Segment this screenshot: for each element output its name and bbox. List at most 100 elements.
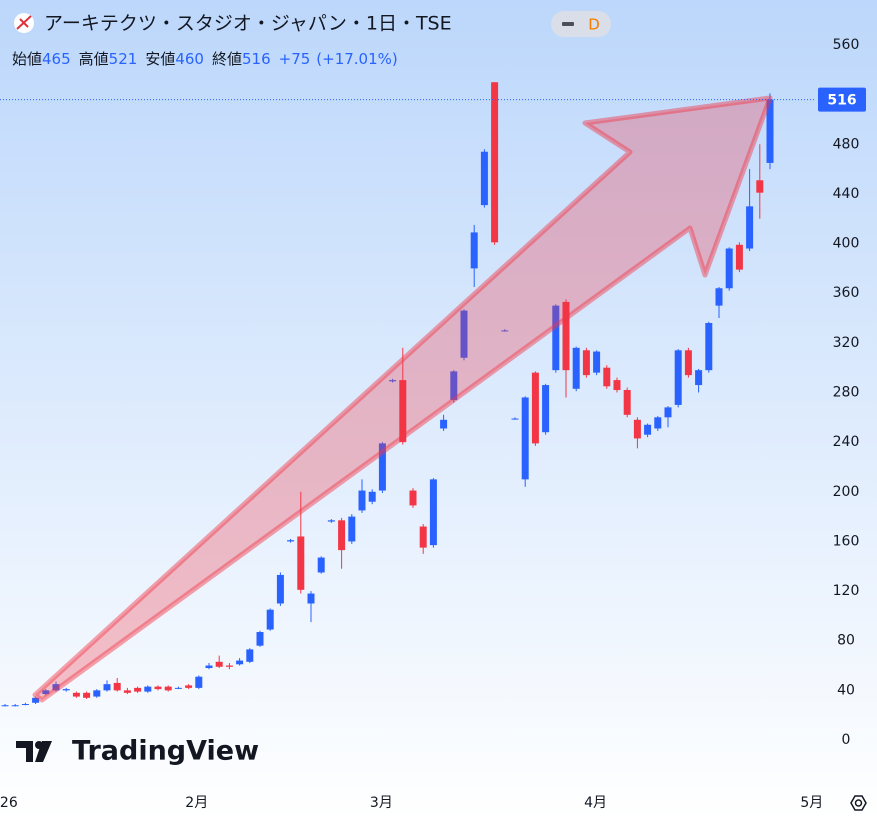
y-tick-label: 400	[833, 236, 860, 252]
candle-body	[501, 330, 509, 332]
candle-body	[83, 692, 91, 698]
candle-body	[195, 676, 203, 688]
candle-body	[134, 687, 142, 692]
candle-body	[521, 397, 529, 480]
y-tick-label: 560	[833, 37, 860, 53]
candle-body	[429, 479, 437, 546]
symbol-icon-mark	[16, 15, 32, 30]
last-price-tag-bg	[818, 87, 866, 112]
ohlc-value: 465	[42, 50, 71, 68]
candle-body	[409, 490, 417, 506]
interval-badge: D	[588, 16, 600, 34]
y-tick-label: 480	[833, 136, 860, 152]
x-tick-label: 2月	[185, 795, 208, 811]
ohlc-text: 始値465 高値521 安値460 終値516 +75 (+17.01%)	[12, 50, 398, 68]
candle-body	[613, 380, 621, 391]
ohlc-label: 終値	[212, 50, 242, 68]
candle-body	[215, 661, 223, 667]
candle-body	[419, 526, 427, 548]
ohlc-value: 521	[109, 50, 138, 68]
candle-body	[327, 520, 335, 522]
candle-body	[368, 491, 376, 502]
candle-body	[705, 323, 713, 371]
candle-body	[256, 632, 264, 646]
candle-body	[511, 418, 519, 420]
x-tick-label: 2026	[0, 795, 18, 811]
settings-icon[interactable]	[850, 795, 867, 811]
candle-body	[389, 380, 397, 382]
candle-body	[287, 540, 295, 542]
y-tick-label: 240	[833, 434, 860, 450]
y-tick-label: 200	[833, 484, 860, 500]
chart-title: アーキテクツ・スタジオ・ジャパン・1日・TSE	[44, 13, 452, 35]
y-tick-label: 440	[833, 186, 860, 202]
candle-body	[695, 370, 703, 386]
candle-body	[460, 310, 468, 358]
candle-body	[266, 609, 274, 630]
candle-body	[480, 151, 488, 206]
candle-body	[93, 690, 101, 697]
settings-hex[interactable]	[850, 795, 867, 811]
candle-body	[164, 686, 172, 691]
candle-body	[72, 692, 80, 697]
candle-body	[52, 684, 60, 691]
settings-dot[interactable]	[854, 799, 863, 807]
candle-body	[205, 665, 213, 669]
brand-name: TradingView	[72, 736, 259, 767]
candle-body	[185, 685, 193, 688]
candle-body	[307, 593, 315, 604]
candle-body	[297, 536, 305, 590]
candle-body	[399, 380, 407, 443]
change-pct: (+17.01%)	[316, 50, 397, 68]
candle-body	[664, 407, 672, 418]
candle-body	[103, 684, 111, 691]
candle-body	[725, 248, 733, 289]
brand-logo: TradingView	[16, 736, 259, 767]
ohlc-label: 高値	[79, 50, 109, 68]
candle-body	[225, 665, 233, 667]
candle-body	[562, 301, 570, 371]
candle-body	[654, 417, 662, 429]
candle-body	[491, 82, 499, 243]
ohlc-value: 460	[175, 50, 204, 68]
candle-body	[62, 689, 70, 691]
candle-body	[276, 574, 284, 604]
candle-body	[1, 705, 9, 707]
candle-body	[593, 351, 601, 373]
y-tick-label: 160	[833, 533, 860, 549]
ohlc-value: 516	[242, 50, 271, 68]
candle-body	[317, 557, 325, 573]
y-tick-label: 280	[833, 385, 860, 401]
candle-body	[246, 649, 254, 662]
candle-body	[450, 371, 458, 400]
candle-body	[348, 516, 356, 542]
y-tick-label: 0	[842, 732, 851, 748]
candle-body	[582, 350, 590, 376]
candle-body	[623, 390, 631, 415]
candle-body	[154, 686, 162, 690]
candle-body	[633, 419, 641, 439]
candle-body	[715, 288, 723, 306]
y-tick-label: 40	[837, 682, 855, 698]
candle-body	[470, 232, 478, 269]
candle-body	[358, 490, 366, 511]
ohlc-legend: 始値465 高値521 安値460 終値516 +75 (+17.01%)	[12, 50, 398, 68]
candle-body	[603, 367, 611, 387]
candle-body	[144, 686, 152, 692]
candle-body	[531, 372, 539, 444]
badge-dash	[562, 22, 574, 26]
candle-body	[42, 690, 50, 695]
y-tick-label: 360	[833, 285, 860, 301]
candle-body	[572, 347, 580, 389]
candle-body	[21, 704, 29, 706]
candle-body	[113, 682, 121, 691]
y-tick-label: 80	[837, 633, 855, 649]
candle-body	[684, 350, 692, 376]
candle-body	[236, 660, 244, 665]
change: +75	[279, 50, 311, 68]
candle-body	[766, 99, 774, 163]
candle-body	[174, 687, 182, 689]
candle-body	[644, 424, 652, 435]
x-tick-label: 3月	[370, 795, 393, 811]
logo-mark	[16, 741, 52, 762]
